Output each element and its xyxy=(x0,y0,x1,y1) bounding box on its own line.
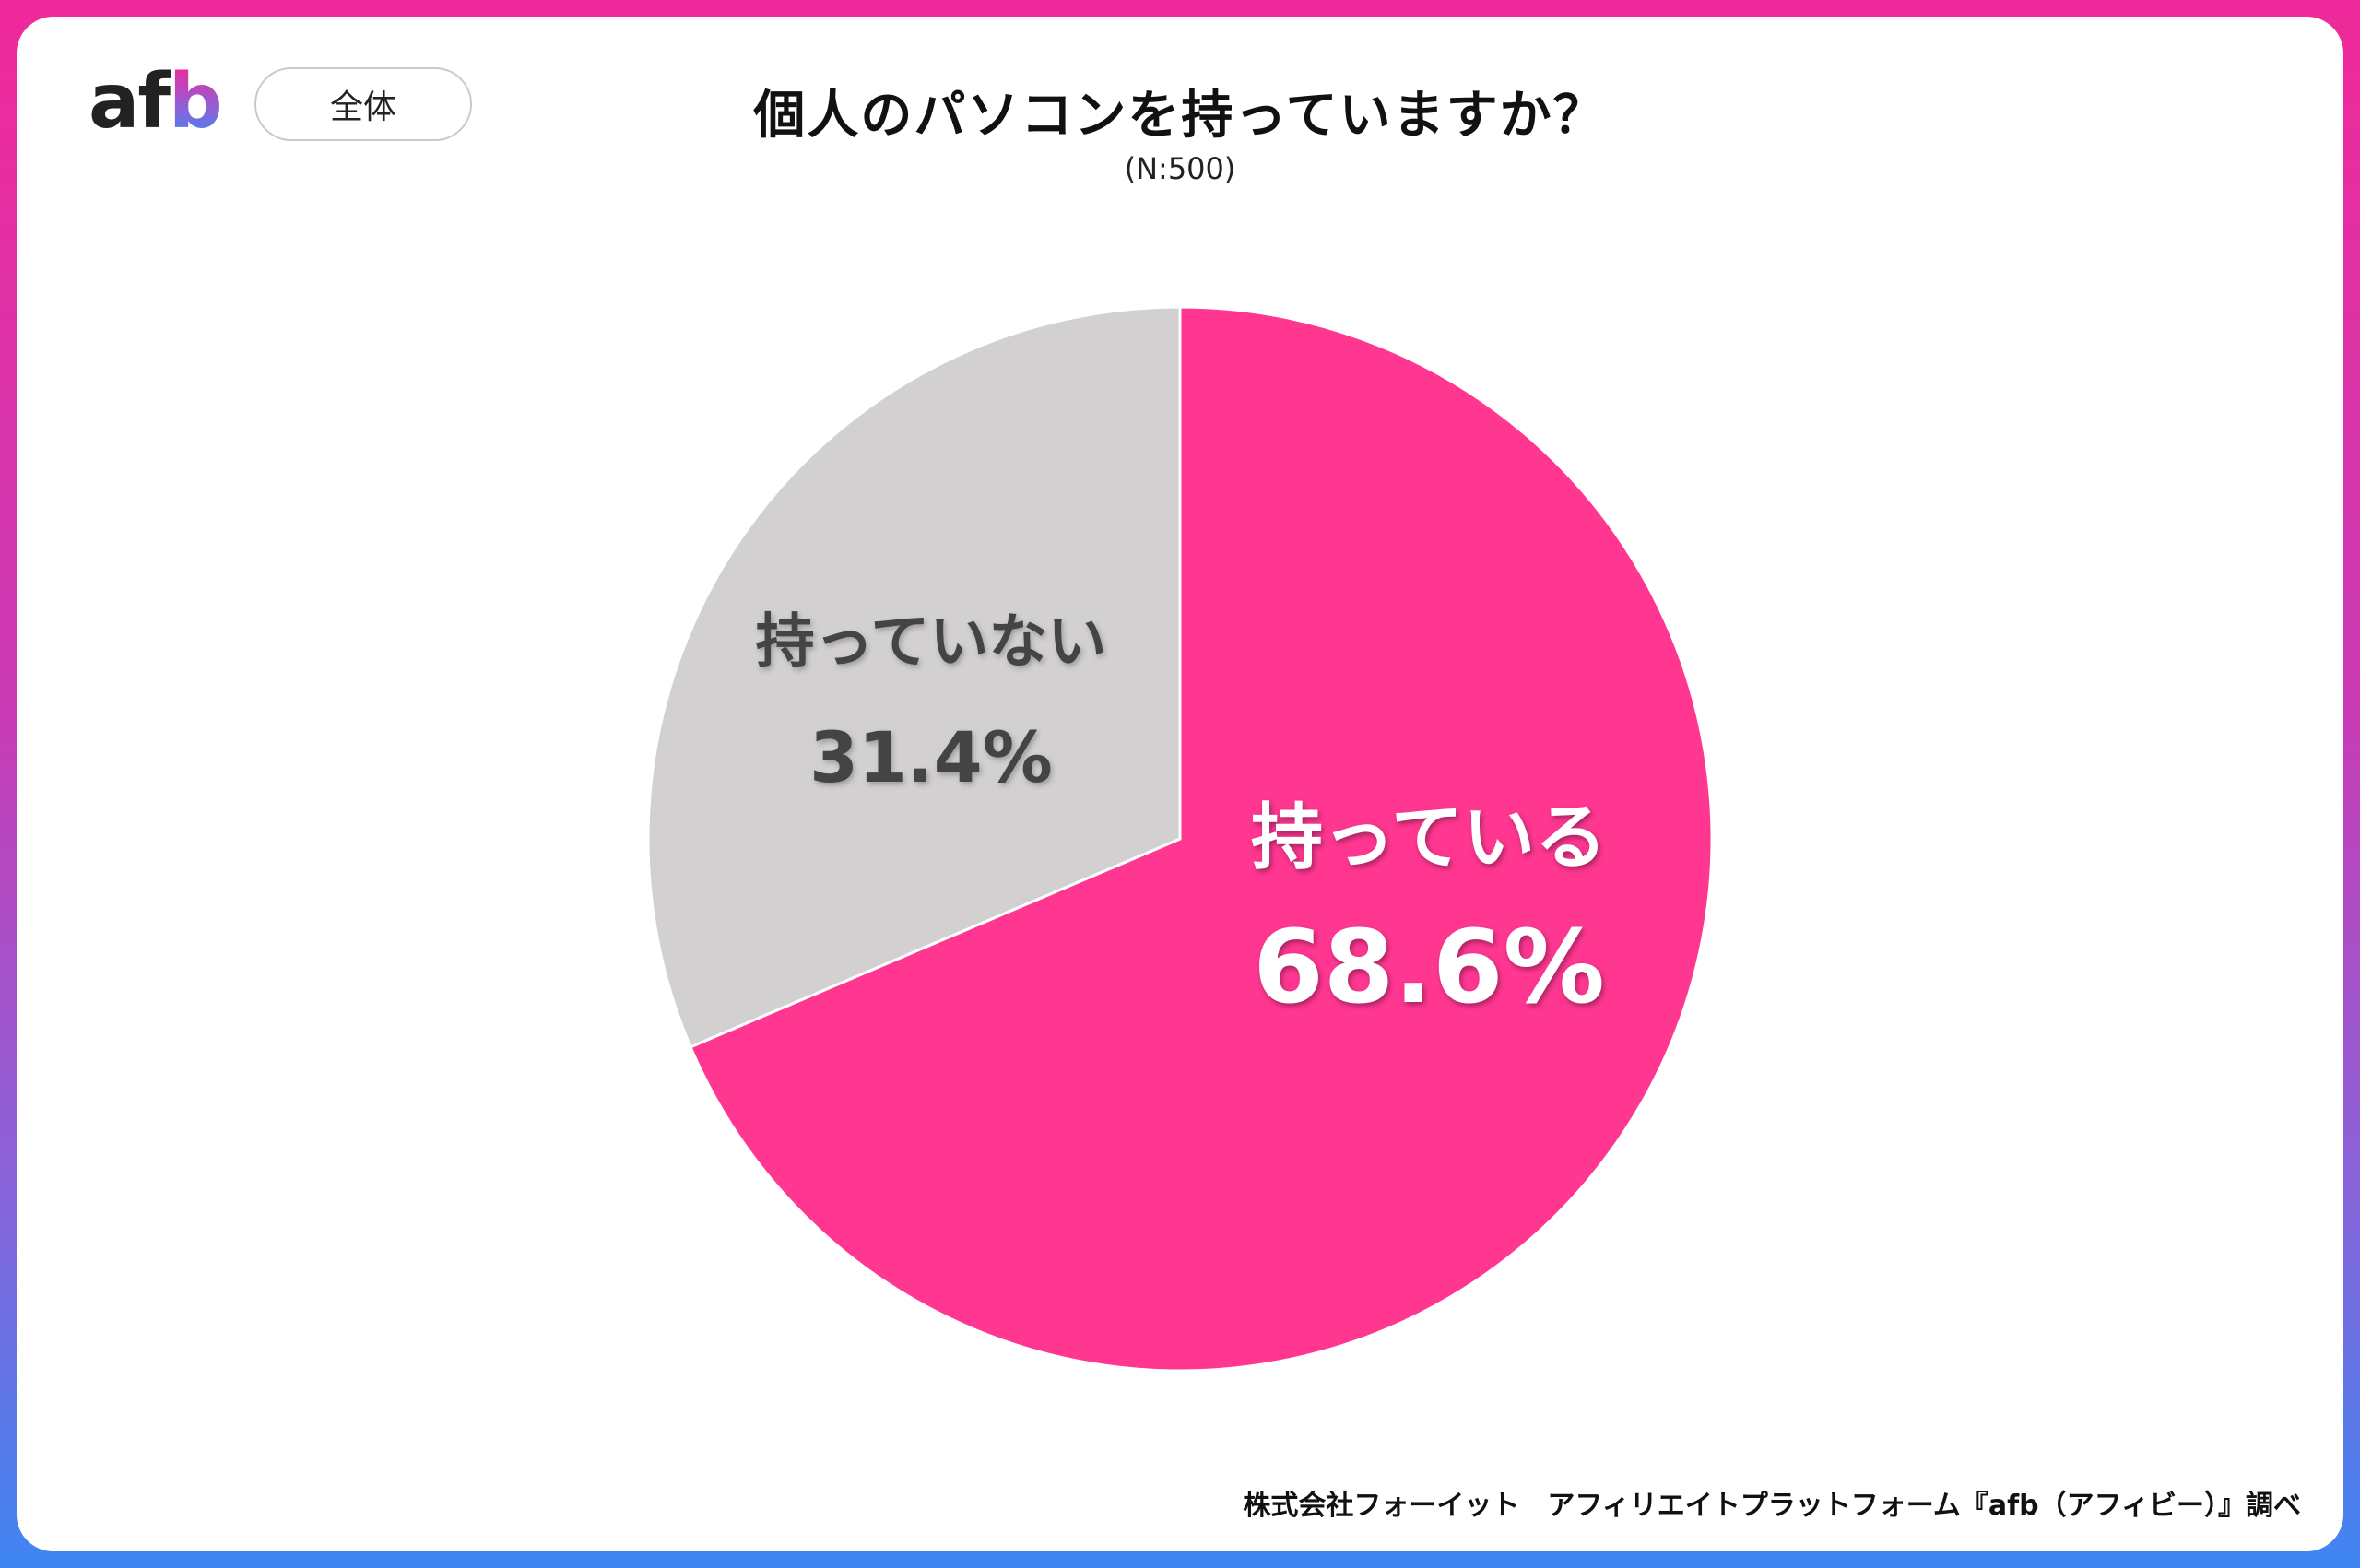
logo-letter-b: b xyxy=(169,58,223,146)
chart-subtitle: (N:500) xyxy=(1124,151,1236,186)
source-footer: 株式会社フォーイット アフィリエイトプラットフォーム『afb（アフィビー）』調べ xyxy=(1243,1490,2301,1522)
pie-slice-label-1: 持っている xyxy=(1251,796,1607,879)
segment-tag-label: 全体 xyxy=(329,88,396,126)
logo-letter-a: a xyxy=(88,58,139,146)
chart-title: 個人のパソコンを持っていますか？ xyxy=(753,86,1607,146)
pie-slice-value-1: 68.6% xyxy=(1253,908,1605,1026)
pie-slice-1 xyxy=(689,305,1714,1373)
segment-tag: 全体 xyxy=(254,67,472,141)
pie-slice-label-2: 持っていない xyxy=(756,608,1107,677)
pie-slices xyxy=(646,305,1714,1373)
pie-slice-2 xyxy=(646,305,1182,1049)
pie-slice-value-2: 31.4% xyxy=(809,716,1053,798)
pie-labels: 持っている 68.6% 持っていない 31.4% xyxy=(756,608,1607,1026)
logo-letter-f: f xyxy=(137,58,171,146)
